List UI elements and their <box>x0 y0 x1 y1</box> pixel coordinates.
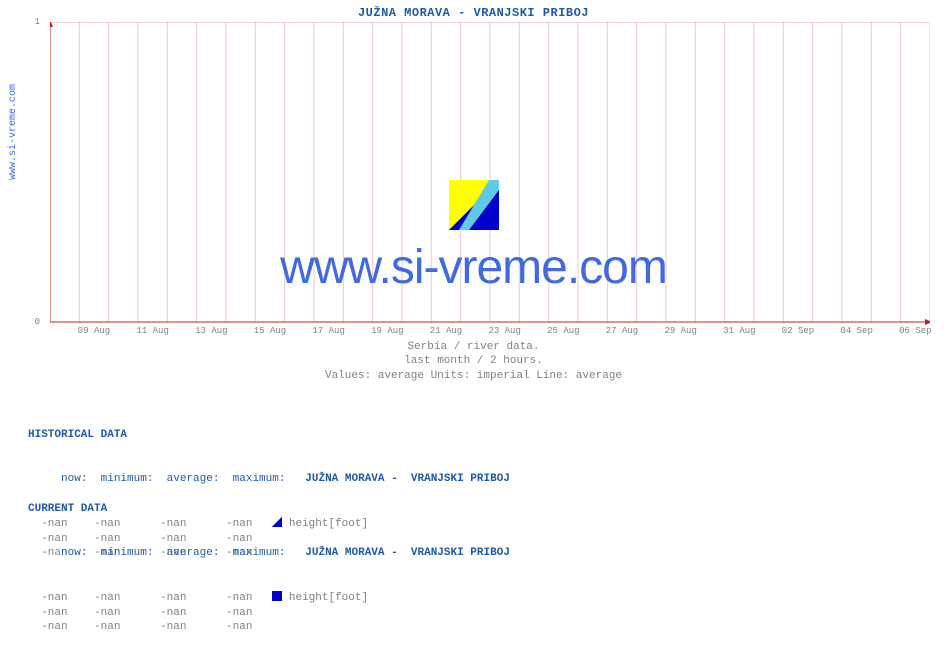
x-tick-label: 23 Aug <box>488 326 520 336</box>
chart-subtitle: Serbia / river data. last month / 2 hour… <box>0 340 947 383</box>
current-data-block: CURRENT DATA now: minimum: average: maxi… <box>28 472 510 650</box>
y-tick-label: 0 <box>35 317 40 327</box>
x-tick-label: 04 Sep <box>840 326 872 336</box>
legend-marker-icon <box>272 591 282 601</box>
x-tick-label: 29 Aug <box>664 326 696 336</box>
subtitle-line-3: Values: average Units: imperial Line: av… <box>0 369 947 383</box>
current-station: JUŽNA MORAVA - VRANJSKI PRIBOJ <box>305 547 510 559</box>
x-tick-label: 13 Aug <box>195 326 227 336</box>
chart-title: JUŽNA MORAVA - VRANJSKI PRIBOJ <box>0 6 947 20</box>
col-avg: average: <box>167 547 220 559</box>
x-tick-label: 17 Aug <box>312 326 344 336</box>
col-now: now: <box>61 547 87 559</box>
x-tick-label: 06 Sep <box>899 326 931 336</box>
watermark-logo-icon <box>449 180 499 230</box>
subtitle-line-1: Serbia / river data. <box>0 340 947 354</box>
x-tick-label: 09 Aug <box>78 326 110 336</box>
col-max: maximum: <box>233 547 286 559</box>
x-tick-label: 02 Sep <box>782 326 814 336</box>
current-heading: CURRENT DATA <box>28 503 107 515</box>
x-tick-label: 19 Aug <box>371 326 403 336</box>
data-row: -nan -nan -nan -nan <box>28 620 510 635</box>
x-tick-label: 25 Aug <box>547 326 579 336</box>
subtitle-line-2: last month / 2 hours. <box>0 354 947 368</box>
x-tick-label: 21 Aug <box>430 326 462 336</box>
watermark-text: www.si-vreme.com <box>280 240 667 295</box>
historical-heading: HISTORICAL DATA <box>28 429 127 441</box>
x-tick-label: 27 Aug <box>606 326 638 336</box>
data-row: -nan -nan -nan -nan height[foot] <box>28 591 510 606</box>
measure-label: height[foot] <box>289 592 368 604</box>
col-min: minimum: <box>101 547 154 559</box>
y-tick-label: 1 <box>35 17 40 27</box>
x-tick-label: 15 Aug <box>254 326 286 336</box>
site-label-vertical: www.si-vreme.com <box>8 84 19 180</box>
x-tick-label: 11 Aug <box>136 326 168 336</box>
data-row: -nan -nan -nan -nan <box>28 606 510 621</box>
x-tick-label: 31 Aug <box>723 326 755 336</box>
